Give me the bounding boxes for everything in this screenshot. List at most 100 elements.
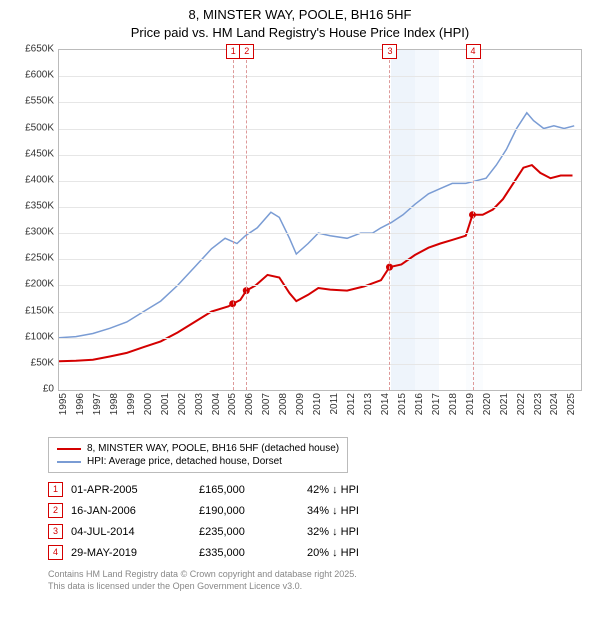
y-tick-label: £100K	[12, 331, 54, 342]
gridline	[59, 102, 581, 103]
sales-table: 1 01-APR-2005 £165,000 42% ↓ HPI 2 16-JAN-200…	[48, 479, 590, 563]
y-tick-label: £400K	[12, 174, 54, 185]
sale-row: 1 01-APR-2005 £165,000 42% ↓ HPI	[48, 479, 590, 500]
x-tick-label: 1996	[75, 393, 86, 415]
title-address: 8, MINSTER WAY, POOLE, BH16 5HF	[0, 6, 600, 24]
sale-date: 29-MAY-2019	[71, 547, 191, 559]
y-tick-label: £600K	[12, 70, 54, 81]
x-tick-label: 2015	[397, 393, 408, 415]
plot-area: 1234	[58, 49, 582, 391]
sale-price: £165,000	[199, 484, 299, 496]
y-tick-label: £550K	[12, 96, 54, 107]
gridline	[59, 181, 581, 182]
x-tick-label: 2002	[177, 393, 188, 415]
gridline	[59, 76, 581, 77]
series-hpi	[59, 113, 574, 338]
x-tick-label: 1995	[58, 393, 69, 415]
x-tick-label: 2023	[533, 393, 544, 415]
sale-row: 4 29-MAY-2019 £335,000 20% ↓ HPI	[48, 542, 590, 563]
x-tick-label: 2005	[227, 393, 238, 415]
gridline	[59, 364, 581, 365]
x-tick-label: 2018	[448, 393, 459, 415]
x-tick-label: 2011	[329, 393, 340, 415]
gridline	[59, 233, 581, 234]
x-tick-label: 2025	[566, 393, 577, 415]
sale-vs-hpi: 32% ↓ HPI	[307, 526, 407, 538]
y-tick-label: £350K	[12, 201, 54, 212]
y-tick-label: £250K	[12, 253, 54, 264]
x-tick-label: 2003	[194, 393, 205, 415]
legend: 8, MINSTER WAY, POOLE, BH16 5HF (detache…	[48, 437, 348, 473]
y-tick-label: £300K	[12, 227, 54, 238]
x-tick-label: 2001	[160, 393, 171, 415]
x-tick-label: 2024	[549, 393, 560, 415]
sale-index: 2	[48, 503, 63, 518]
legend-swatch	[57, 448, 81, 450]
sale-index: 4	[48, 545, 63, 560]
x-tick-label: 2012	[346, 393, 357, 415]
legend-item: HPI: Average price, detached house, Dors…	[57, 455, 339, 468]
x-tick-label: 2006	[244, 393, 255, 415]
sale-row: 2 16-JAN-2006 £190,000 34% ↓ HPI	[48, 500, 590, 521]
footer-line2: This data is licensed under the Open Gov…	[48, 581, 590, 593]
x-tick-label: 2009	[295, 393, 306, 415]
chart-area: 1234 £0 £50K £100K £150K £200K £250K £300K £350…	[10, 43, 590, 433]
x-tick-label: 2010	[312, 393, 323, 415]
x-tick-label: 2016	[414, 393, 425, 415]
gridline	[59, 338, 581, 339]
legend-label: 8, MINSTER WAY, POOLE, BH16 5HF (detache…	[87, 443, 339, 454]
gridline	[59, 155, 581, 156]
gridline	[59, 285, 581, 286]
x-tick-label: 2017	[431, 393, 442, 415]
sale-price: £190,000	[199, 505, 299, 517]
sale-vs-hpi: 34% ↓ HPI	[307, 505, 407, 517]
sale-marker-line	[473, 50, 474, 390]
sale-index: 1	[48, 482, 63, 497]
legend-swatch	[57, 461, 81, 463]
sale-marker-line	[389, 50, 390, 390]
y-tick-label: £50K	[12, 357, 54, 368]
chart-title-block: 8, MINSTER WAY, POOLE, BH16 5HF Price pa…	[0, 0, 600, 43]
sale-price: £235,000	[199, 526, 299, 538]
y-tick-label: £150K	[12, 305, 54, 316]
sale-date: 01-APR-2005	[71, 484, 191, 496]
legend-item: 8, MINSTER WAY, POOLE, BH16 5HF (detache…	[57, 442, 339, 455]
x-tick-label: 2000	[143, 393, 154, 415]
sale-marker-index: 3	[382, 44, 397, 59]
y-tick-label: £200K	[12, 279, 54, 290]
sale-marker-index: 4	[466, 44, 481, 59]
sale-row: 3 04-JUL-2014 £235,000 32% ↓ HPI	[48, 521, 590, 542]
sale-marker-line	[233, 50, 234, 390]
y-tick-label: £500K	[12, 122, 54, 133]
gridline	[59, 207, 581, 208]
footer-note: Contains HM Land Registry data © Crown c…	[48, 569, 590, 592]
x-tick-label: 2019	[465, 393, 476, 415]
x-tick-label: 2021	[499, 393, 510, 415]
y-tick-label: £450K	[12, 148, 54, 159]
x-tick-label: 2004	[211, 393, 222, 415]
gridline	[59, 312, 581, 313]
series-price_paid	[59, 165, 573, 361]
sale-index: 3	[48, 524, 63, 539]
x-tick-label: 1997	[92, 393, 103, 415]
title-subtitle: Price paid vs. HM Land Registry's House …	[0, 24, 600, 42]
sale-price: £335,000	[199, 547, 299, 559]
sale-marker-line	[246, 50, 247, 390]
gridline	[59, 259, 581, 260]
sale-date: 16-JAN-2006	[71, 505, 191, 517]
x-tick-label: 2007	[261, 393, 272, 415]
gridline	[59, 129, 581, 130]
x-tick-label: 1999	[126, 393, 137, 415]
x-tick-label: 2008	[278, 393, 289, 415]
x-tick-label: 1998	[109, 393, 120, 415]
x-tick-label: 2022	[516, 393, 527, 415]
legend-label: HPI: Average price, detached house, Dors…	[87, 456, 282, 467]
y-tick-label: £650K	[12, 44, 54, 55]
x-tick-label: 2020	[482, 393, 493, 415]
sale-vs-hpi: 20% ↓ HPI	[307, 547, 407, 559]
sale-vs-hpi: 42% ↓ HPI	[307, 484, 407, 496]
y-tick-label: £0	[12, 384, 54, 395]
plot-svg	[59, 50, 581, 390]
sale-date: 04-JUL-2014	[71, 526, 191, 538]
x-tick-label: 2013	[363, 393, 374, 415]
